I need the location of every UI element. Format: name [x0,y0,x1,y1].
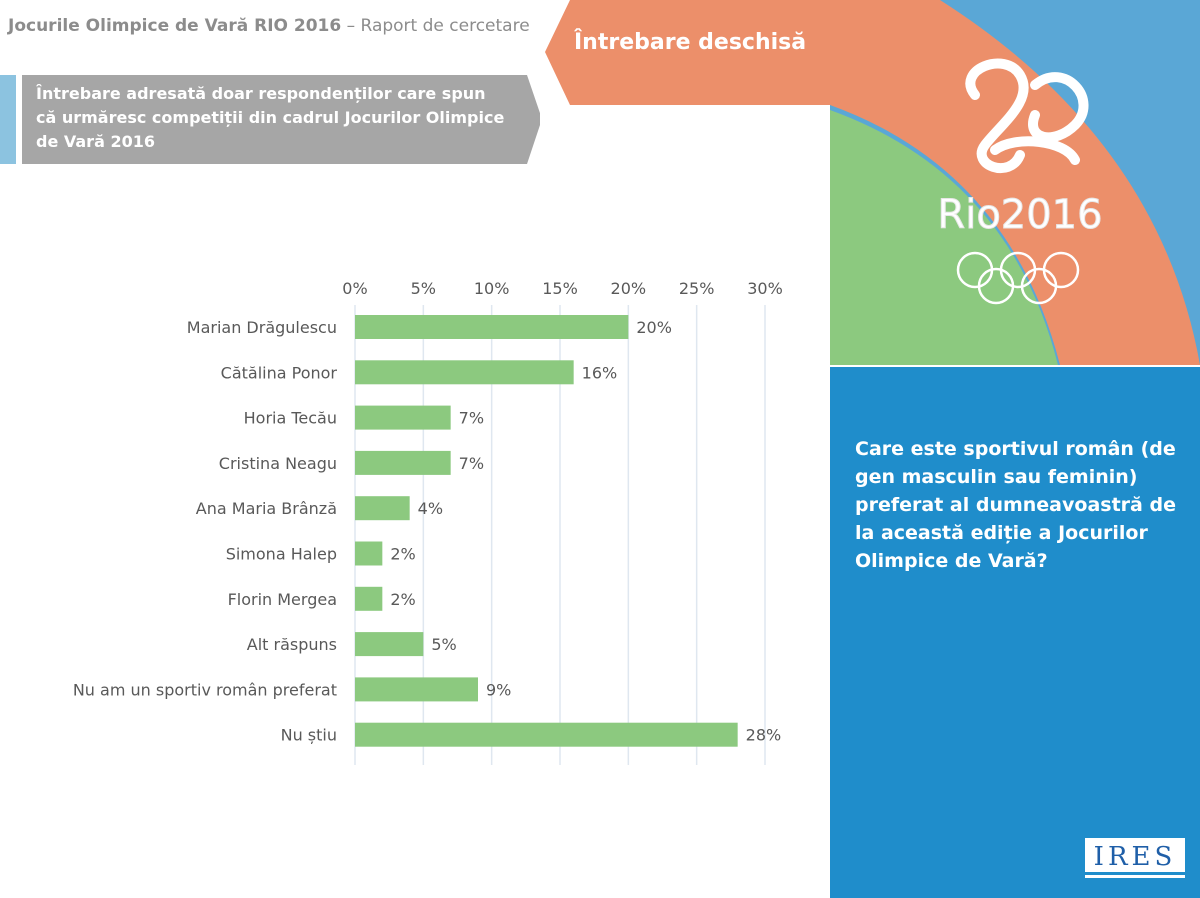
bar [355,496,410,521]
bar-chart: 0% 5% 10% 15% 20% 25% 30% Marian Drăgulescu 20%… [73,279,783,765]
orange-arc [545,0,1200,365]
header-title-bold: Jocurile Olimpice de Vară RIO 2016 [8,16,342,36]
bar [355,405,451,430]
x-tick-label: 30% [747,279,783,298]
rio2016-logo: Rio2016 [937,58,1103,305]
category-label: Horia Tecău [244,409,337,428]
header-title-rest: – Raport de cercetare [346,16,530,36]
category-label: Cristina Neagu [219,454,337,473]
category-label: Simona Halep [226,545,337,564]
bar [355,677,478,702]
x-tick-label: 15% [542,279,578,298]
data-label: 7% [459,409,484,428]
x-tick-label: 25% [679,279,715,298]
data-label: 20% [636,318,672,337]
category-label: Alt răspuns [247,635,337,654]
data-label: 7% [459,454,484,473]
category-label: Cătălina Ponor [221,363,338,382]
data-label: 2% [390,545,415,564]
category-label: Ana Maria Brânză [196,499,337,518]
open-question-label: Întrebare deschisă [574,30,807,55]
data-label: 4% [418,499,443,518]
rio-background-art [540,0,1200,365]
bar [355,360,574,385]
x-tick-label: 20% [611,279,647,298]
olympic-rings-icon [956,251,1080,305]
bar [355,315,629,339]
subtitle-banner: Întrebare adresată doar respondenților c… [0,75,545,164]
x-tick-label: 5% [411,279,436,298]
subtitle-box: Întrebare adresată doar respondenților c… [22,75,542,164]
x-tick-label: 10% [474,279,510,298]
data-label: 2% [390,590,415,609]
data-label: 9% [486,680,511,699]
bar [355,450,451,475]
data-label: 28% [746,726,782,745]
category-label: Nu știu [281,726,337,745]
question-text: Care este sportivul român (de gen mascul… [855,438,1176,572]
subtitle-accent [0,75,16,164]
category-label: Florin Mergea [228,590,337,609]
category-label: Marian Drăgulescu [187,318,337,337]
question-panel: Care este sportivul român (de gen mascul… [830,367,1200,898]
bar [355,586,383,611]
ires-logo-text: IRES [1094,842,1177,872]
bar [355,541,383,566]
bar [355,722,738,747]
subtitle-text: Întrebare adresată doar respondenților c… [36,84,505,151]
x-tick-label: 0% [342,279,367,298]
category-label: Nu am un sportiv român preferat [73,680,337,699]
ires-logo: IRES [1085,838,1185,878]
rio2016-logo-text: Rio2016 [937,192,1102,238]
data-label: 16% [582,363,618,382]
header-title: Jocurile Olimpice de Vară RIO 2016 – Rap… [8,16,530,36]
bar [355,632,424,657]
data-label: 5% [431,635,456,654]
